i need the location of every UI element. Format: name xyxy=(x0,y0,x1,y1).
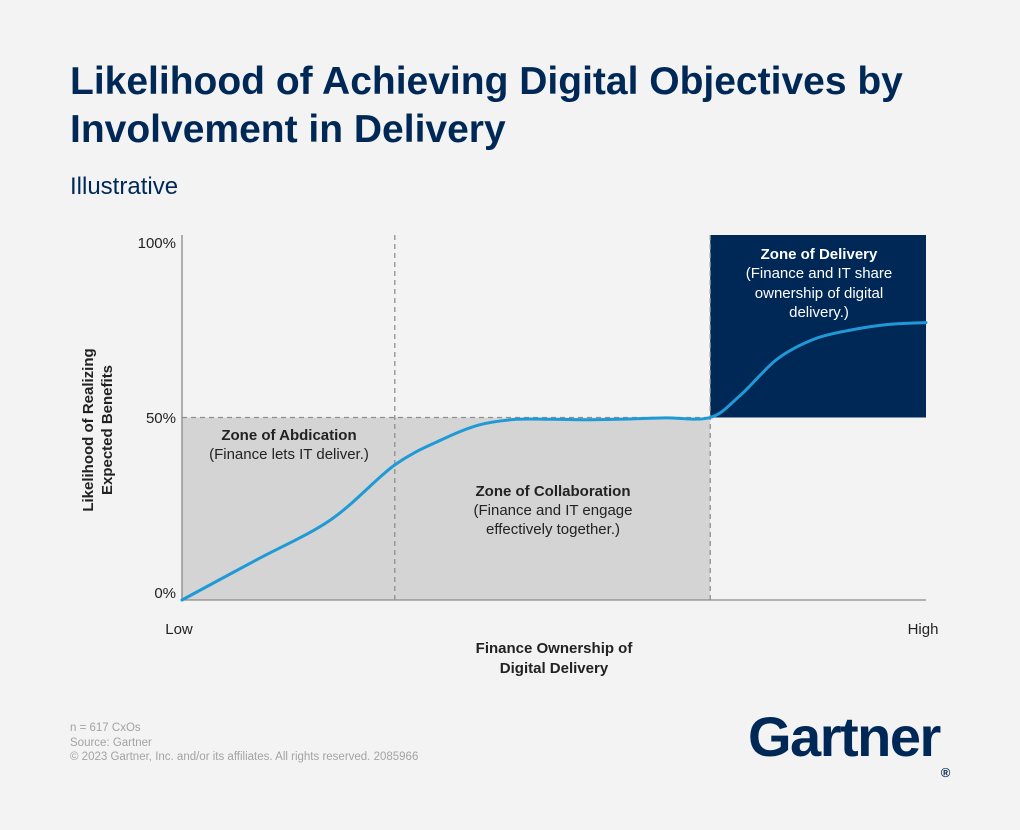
zone-delivery-desc-line3: delivery.) xyxy=(789,304,849,321)
zone-delivery-title: Zone of Delivery xyxy=(761,246,878,263)
x-tick-low: Low xyxy=(165,621,193,638)
registered-mark: ® xyxy=(940,765,951,780)
zone-collaboration-title: Zone of Collaboration xyxy=(476,483,631,500)
page-subtitle: Illustrative xyxy=(70,173,179,200)
y-axis-label-line2: Expected Benefits xyxy=(99,365,116,495)
zone-collaboration-desc-line2: effectively together.) xyxy=(486,521,620,538)
zone-abdication-area xyxy=(182,417,395,600)
footnote: n = 617 CxOs Source: Gartner © 2023 Gart… xyxy=(70,721,418,765)
zone-collaboration-area xyxy=(394,417,711,600)
x-axis-label-line1: Finance Ownership of xyxy=(476,640,634,657)
y-tick-0: 0% xyxy=(154,585,176,602)
zone-delivery-desc-line1: (Finance and IT share xyxy=(746,265,892,282)
gartner-logo-text: Gartner xyxy=(748,705,941,768)
zone-abdication-title: Zone of Abdication xyxy=(221,427,356,444)
x-tick-high: High xyxy=(908,621,939,638)
series-line xyxy=(180,321,928,602)
x-axis-label-line2: Digital Delivery xyxy=(500,660,609,677)
zone-delivery-area xyxy=(710,235,926,418)
zone-delivery-desc-line2: ownership of digital xyxy=(755,285,883,302)
zone-abdication-desc: (Finance lets IT deliver.) xyxy=(209,446,369,463)
copyright-note: © 2023 Gartner, Inc. and/or its affiliat… xyxy=(70,751,419,763)
y-tick-100: 100% xyxy=(138,235,176,252)
sample-size-note: n = 617 CxOs xyxy=(70,722,141,734)
gartner-logo: Gartner® xyxy=(748,702,950,780)
y-axis-label-line1: Likelihood of Realizing xyxy=(80,348,97,511)
page-title: Likelihood of Achieving Digital Objectiv… xyxy=(70,60,903,151)
y-tick-50: 50% xyxy=(146,410,176,427)
source-note: Source: Gartner xyxy=(70,736,152,749)
zone-collaboration-desc-line1: (Finance and IT engage xyxy=(473,502,632,519)
